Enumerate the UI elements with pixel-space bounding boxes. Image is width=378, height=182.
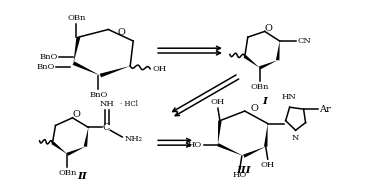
Text: HO: HO: [188, 141, 202, 149]
Text: HO: HO: [233, 171, 247, 179]
Text: CN: CN: [297, 37, 311, 45]
Text: I: I: [262, 97, 267, 106]
Text: BnO: BnO: [36, 63, 54, 71]
Polygon shape: [67, 147, 85, 156]
Polygon shape: [259, 60, 278, 69]
Text: HN: HN: [281, 94, 296, 102]
Text: O: O: [118, 28, 126, 37]
Text: O: O: [265, 24, 273, 33]
Polygon shape: [100, 66, 130, 77]
Polygon shape: [243, 147, 266, 158]
Text: OBn: OBn: [58, 169, 77, 177]
Text: N: N: [292, 134, 299, 142]
Polygon shape: [51, 141, 67, 154]
Text: NH: NH: [100, 100, 115, 108]
Text: O: O: [251, 104, 259, 113]
Text: Ar: Ar: [319, 105, 331, 114]
Polygon shape: [218, 120, 222, 145]
Text: OBn: OBn: [67, 14, 85, 22]
Polygon shape: [73, 37, 81, 63]
Text: O: O: [73, 110, 81, 119]
Text: OH: OH: [211, 98, 225, 106]
Text: OH: OH: [152, 65, 166, 73]
Polygon shape: [84, 127, 88, 147]
Text: OH: OH: [260, 161, 275, 169]
Text: OBn: OBn: [251, 83, 269, 91]
Polygon shape: [276, 41, 280, 60]
Text: · HCl: · HCl: [120, 100, 138, 108]
Text: BnO: BnO: [89, 91, 107, 99]
Text: NH₂: NH₂: [124, 135, 142, 143]
Text: BnO: BnO: [39, 53, 57, 61]
Polygon shape: [264, 124, 268, 147]
Text: III: III: [237, 166, 251, 175]
Text: II: II: [77, 172, 87, 181]
Polygon shape: [73, 61, 100, 76]
Polygon shape: [244, 55, 260, 68]
Text: C: C: [102, 123, 110, 132]
Polygon shape: [217, 143, 244, 156]
